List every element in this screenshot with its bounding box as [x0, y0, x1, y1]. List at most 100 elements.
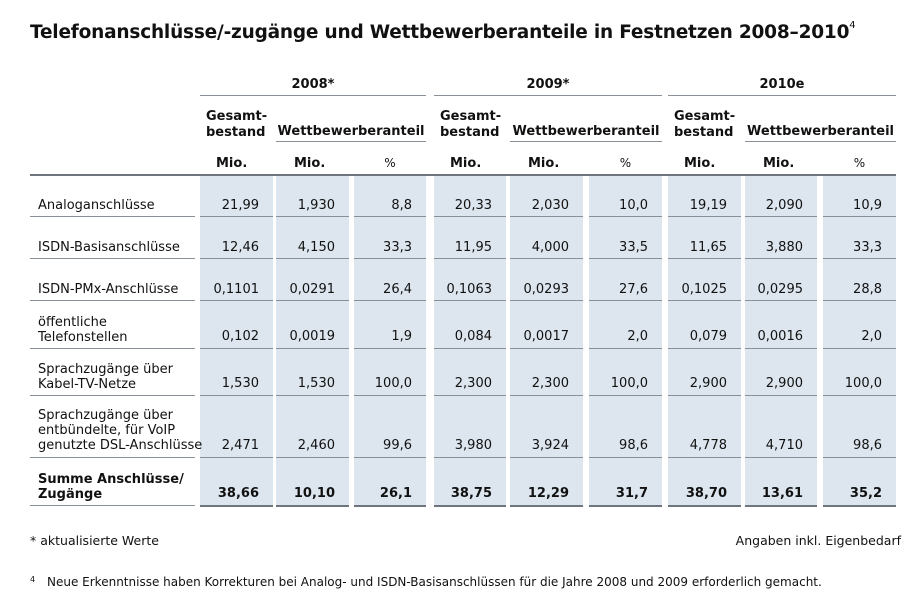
- total-row-label: Summe Anschlüsse/Zugänge: [38, 472, 184, 502]
- year-rule: [200, 95, 426, 96]
- total-cell: 12,29: [527, 486, 569, 501]
- row-rule: [823, 300, 896, 301]
- row-rule: [354, 300, 426, 301]
- table-cell: 1,9: [391, 329, 412, 344]
- page-title: Telefonanschlüsse/-zugänge und Wettbewer…: [30, 20, 856, 43]
- note-updated-values: * aktualisierte Werte: [30, 533, 159, 548]
- row-rule: [668, 216, 741, 217]
- row-rule: [510, 216, 583, 217]
- table-cell: 100,0: [610, 376, 648, 391]
- row-rule: [434, 457, 506, 458]
- table-cell: 12,46: [221, 240, 259, 255]
- table-cell: 33,5: [619, 240, 648, 255]
- note-own-use: Angaben inkl. Eigenbedarf: [735, 533, 901, 548]
- row-rule: [434, 348, 506, 349]
- unit-percent: %: [384, 156, 396, 170]
- unit-mio: Mio.: [216, 156, 248, 171]
- row-rule: [589, 300, 662, 301]
- row-rule: [510, 395, 583, 396]
- table-cell: 2,030: [531, 198, 569, 213]
- year-rule: [668, 95, 896, 96]
- table-cell: 11,95: [454, 240, 492, 255]
- row-rule: [200, 300, 273, 301]
- row-rule: [589, 348, 662, 349]
- table-cell: 1,530: [297, 376, 335, 391]
- row-rule: [510, 457, 583, 458]
- table-cell: 2,460: [297, 438, 335, 453]
- table-cell: 10,0: [619, 198, 648, 213]
- row-rule: [354, 216, 426, 217]
- row-rule: [354, 457, 426, 458]
- row-rule: [276, 348, 349, 349]
- year-rule: [434, 95, 662, 96]
- table-cell: 98,6: [619, 438, 648, 453]
- row-label: ISDN-Basisanschlüsse: [38, 240, 180, 255]
- table-cell: 1,930: [297, 198, 335, 213]
- table-cell: 3,980: [454, 438, 492, 453]
- total-cell: 35,2: [849, 486, 882, 501]
- table-cell: 20,33: [454, 198, 492, 213]
- column-shade: [510, 174, 583, 505]
- total-cell: 38,70: [685, 486, 727, 501]
- table-cell: 10,9: [853, 198, 882, 213]
- row-rule-label: [30, 216, 195, 217]
- unit-mio: Mio.: [684, 156, 716, 171]
- table-cell: 3,880: [765, 240, 803, 255]
- row-rule-label: [30, 300, 195, 301]
- row-rule: [510, 348, 583, 349]
- table-cell: 0,0017: [523, 329, 570, 344]
- row-rule: [745, 348, 817, 349]
- row-rule: [354, 505, 426, 507]
- row-rule: [589, 258, 662, 259]
- footnote-text: Neue Erkenntnisse haben Korrekturen bei …: [47, 575, 822, 589]
- year-header: 2010e: [759, 77, 805, 92]
- unit-mio: Mio.: [294, 156, 326, 171]
- row-rule: [434, 395, 506, 396]
- row-rule: [276, 258, 349, 259]
- row-rule: [745, 505, 817, 507]
- total-cell: 26,1: [379, 486, 412, 501]
- table-cell: 0,1101: [213, 282, 260, 297]
- year-header: 2009*: [526, 77, 570, 92]
- row-rule: [589, 457, 662, 458]
- row-label: Sprachzugänge über entbündelte, für VoIP g…: [38, 408, 203, 453]
- row-rule-label: [30, 348, 195, 349]
- row-rule: [745, 216, 817, 217]
- row-rule: [200, 395, 273, 396]
- row-rule: [589, 505, 662, 507]
- table-cell: 0,0019: [289, 329, 336, 344]
- table-cell: 21,99: [221, 198, 259, 213]
- row-rule: [200, 258, 273, 259]
- footnote-number: 4: [30, 575, 36, 584]
- row-rule: [668, 300, 741, 301]
- table-cell: 2,300: [531, 376, 569, 391]
- row-rule: [434, 216, 506, 217]
- row-rule: [276, 300, 349, 301]
- table-top-rule: [30, 174, 896, 176]
- table-cell: 0,084: [454, 329, 492, 344]
- table-cell: 2,0: [861, 329, 882, 344]
- row-rule: [354, 258, 426, 259]
- table-cell: 4,778: [689, 438, 727, 453]
- row-rule: [668, 457, 741, 458]
- table-cell: 4,000: [531, 240, 569, 255]
- unit-mio: Mio.: [763, 156, 795, 171]
- gesamtbestand-header: Gesamt-bestand: [674, 109, 736, 140]
- row-rule-label: [30, 258, 195, 259]
- row-label: öffentliche Telefonstellen: [38, 315, 128, 345]
- table-cell: 100,0: [844, 376, 882, 391]
- share-rule: [276, 141, 426, 142]
- row-rule: [434, 300, 506, 301]
- table-cell: 26,4: [383, 282, 412, 297]
- table-cell: 28,8: [853, 282, 882, 297]
- row-rule: [354, 348, 426, 349]
- row-rule: [668, 505, 741, 507]
- row-rule: [200, 457, 273, 458]
- table-cell: 100,0: [374, 376, 412, 391]
- column-shade: [668, 174, 741, 505]
- row-rule: [510, 258, 583, 259]
- table-cell: 0,0293: [523, 282, 570, 297]
- table-cell: 3,924: [531, 438, 569, 453]
- row-rule: [276, 216, 349, 217]
- row-rule: [668, 395, 741, 396]
